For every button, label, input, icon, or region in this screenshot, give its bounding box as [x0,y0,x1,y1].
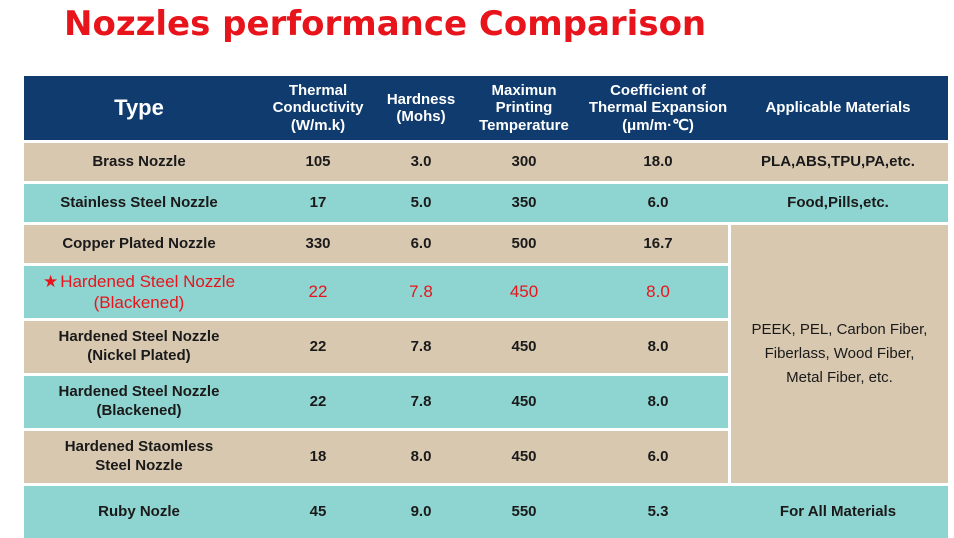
header-cte: Coefficient of Thermal Expansion (μm/m·℃… [588,76,728,140]
star-icon: ★ [42,271,59,291]
row-thermal: 330 [254,225,382,263]
row-thermal: 22 [254,266,382,318]
header-type: Type [24,76,254,140]
row-cte: 16.7 [588,225,728,263]
header-cte-line3: (μm/m·℃) [622,116,694,134]
merged-materials-line2: Fiberlass, Wood Fiber, [764,345,915,362]
header-max-temp: Maximun Printing Temperature [460,76,588,140]
row-materials: Food,Pills,etc. [728,184,948,222]
row-thermal: 22 [254,376,382,428]
row-temp: 450 [460,321,588,373]
header-thermal: Thermal Conductivity (W/m.k) [254,76,382,140]
header-hardness: Hardness (Mohs) [382,76,460,140]
row-temp: 500 [460,225,588,263]
row-hardness: 9.0 [382,486,460,538]
row-cte: 5.3 [588,486,728,538]
row-hardness: 7.8 [382,266,460,318]
row-type: Stainless Steel Nozzle [24,184,254,222]
row-cte: 18.0 [588,143,728,181]
row-temp: 450 [460,431,588,483]
row-type: Hardened Steel Nozzle (Nickel Plated) [24,321,254,373]
comparison-table: Type Thermal Conductivity (W/m.k) Hardne… [24,76,948,538]
header-hardness-line2: (Mohs) [396,108,446,125]
row-temp: 300 [460,143,588,181]
row-materials: PLA,ABS,TPU,PA,etc. [728,143,948,181]
row-type: Hardened Steel Nozzle (Blackened) [24,376,254,428]
row-type: Ruby Nozle [24,486,254,538]
row-cte: 8.0 [588,376,728,428]
header-thermal-line1: Thermal Conductivity [272,82,364,117]
row-type-line2: Steel Nozzle [95,457,183,474]
row-cte: 8.0 [588,266,728,318]
merged-materials: PEEK, PEL, Carbon Fiber, Fiberlass, Wood… [728,225,948,483]
row-thermal: 17 [254,184,382,222]
row-cte: 8.0 [588,321,728,373]
row-thermal: 18 [254,431,382,483]
row-type-line1: Hardened Steel Nozzle [58,383,220,401]
row-cte: 6.0 [588,184,728,222]
row-hardness: 8.0 [382,431,460,483]
row-hardness: 7.8 [382,321,460,373]
row-temp: 450 [460,376,588,428]
row-hardness: 7.8 [382,376,460,428]
row-thermal: 22 [254,321,382,373]
row-type-line1: Hardened Steel Nozzle [58,328,220,346]
header-materials: Applicable Materials [728,76,948,140]
row-thermal: 45 [254,486,382,538]
header-max-temp-line2: Printing [495,99,553,117]
merged-materials-line1: PEEK, PEL, Carbon Fiber, [751,321,928,338]
row-type-line1: Hardened Staomless [64,438,214,456]
row-hardness: 5.0 [382,184,460,222]
row-temp: 450 [460,266,588,318]
row-type: Brass Nozzle [24,143,254,181]
row-materials: For All Materials [728,486,948,538]
row-hardness: 3.0 [382,143,460,181]
header-cte-line1: Coefficient of [610,82,706,100]
header-thermal-line2: (W/m.k) [290,116,346,134]
row-type-line1: Hardened Steel Nozzle [60,271,236,291]
header-hardness-line1: Hardness [386,90,456,108]
header-max-temp-line1: Maximun [491,82,557,100]
row-hardness: 6.0 [382,225,460,263]
row-temp: 550 [460,486,588,538]
page-title: Nozzles performance Comparison [64,4,707,44]
merged-materials-line3: Metal Fiber, etc. [786,369,893,386]
header-cte-line2: Thermal Expansion [588,99,728,117]
row-thermal: 105 [254,143,382,181]
header-max-temp-line3: Temperature [479,116,569,134]
row-type-line2: (Blackened) [93,293,185,312]
row-type: Copper Plated Nozzle [24,225,254,263]
row-type-line2: (Nickel Plated) [87,347,191,364]
row-temp: 350 [460,184,588,222]
row-cte: 6.0 [588,431,728,483]
row-type: Hardened Staomless Steel Nozzle [24,431,254,483]
row-type-highlight: ★ Hardened Steel Nozzle (Blackened) [24,266,254,318]
row-type-line2: (Blackened) [96,402,182,419]
